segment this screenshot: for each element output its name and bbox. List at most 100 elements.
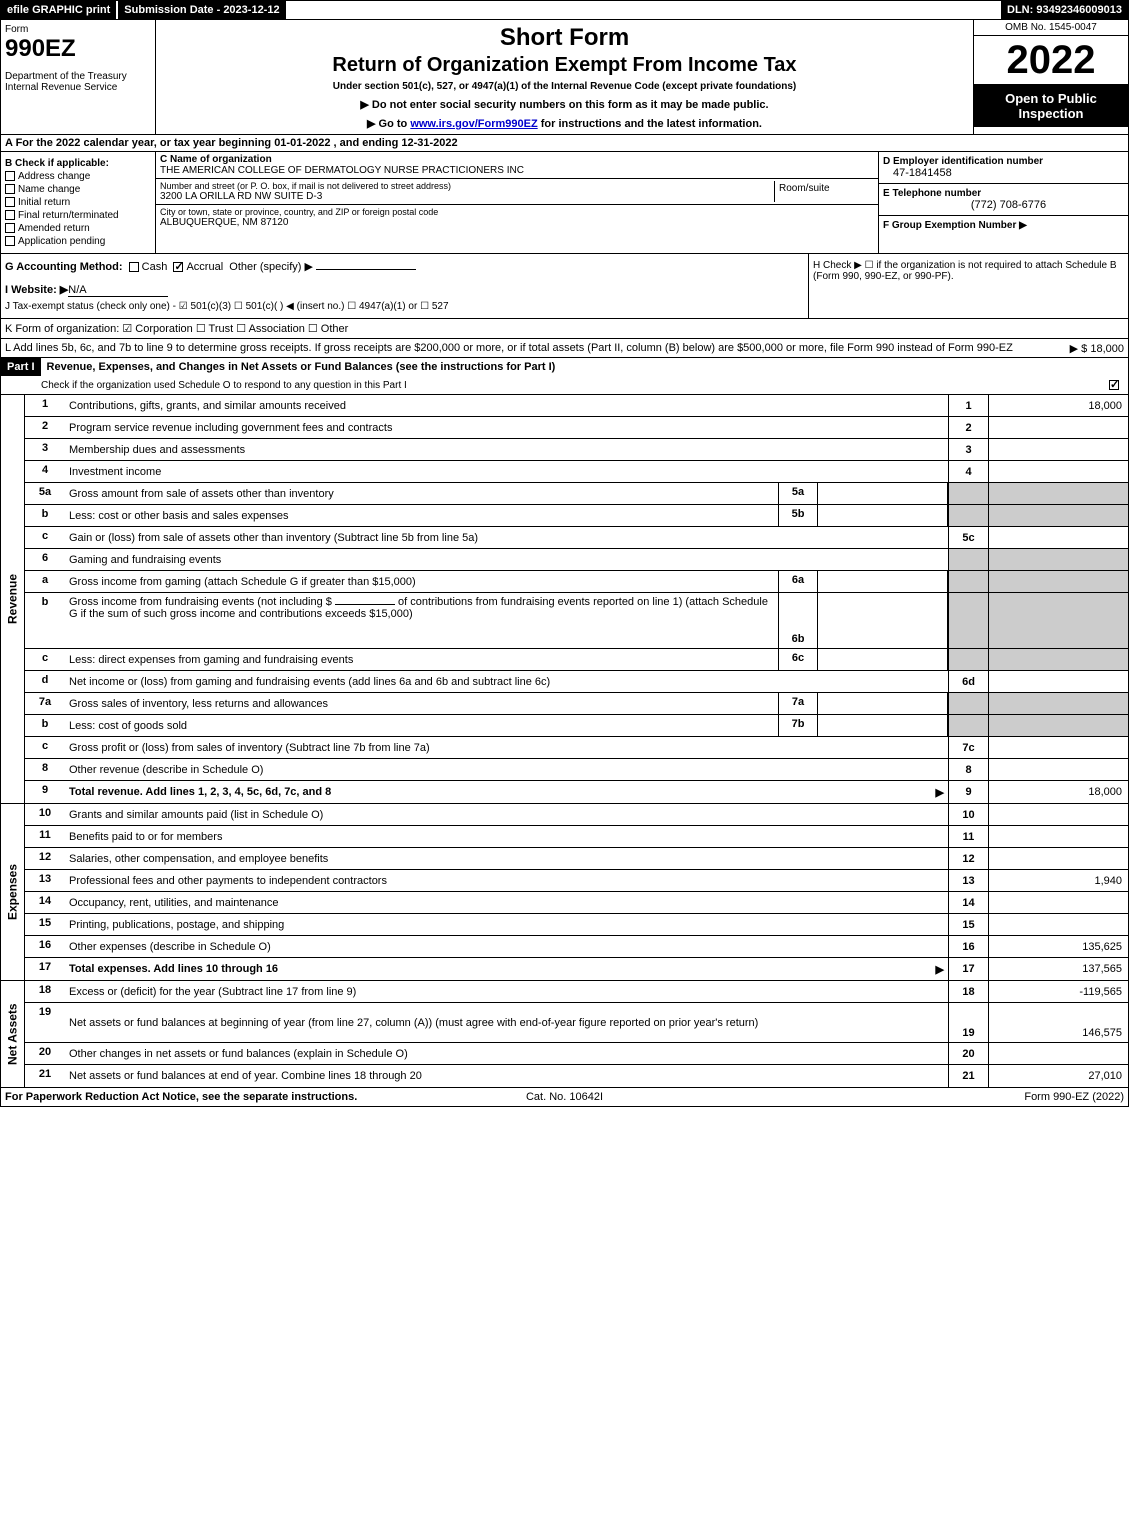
- line-5b: b Less: cost or other basis and sales ex…: [25, 505, 1128, 527]
- ln6c-desc: Less: direct expenses from gaming and fu…: [69, 654, 353, 666]
- line-1: 1 Contributions, gifts, grants, and simi…: [25, 395, 1128, 417]
- ln15-rnum: 15: [948, 914, 988, 935]
- j-line: J Tax-exempt status (check only one) - ☑…: [5, 301, 804, 312]
- l-amount: ▶ $ 18,000: [1070, 342, 1124, 355]
- ln16-num: 16: [25, 936, 65, 957]
- form-label: Form: [5, 24, 151, 35]
- ln9-desc: Total revenue. Add lines 1, 2, 3, 4, 5c,…: [69, 786, 331, 798]
- line-6a: a Gross income from gaming (attach Sched…: [25, 571, 1128, 593]
- i-label: I Website: ▶: [5, 284, 68, 296]
- check-final-return[interactable]: Final return/terminated: [5, 210, 151, 221]
- ln11-rnum: 11: [948, 826, 988, 847]
- expenses-table: Expenses 10 Grants and similar amounts p…: [0, 804, 1129, 981]
- check-applicable-col: B Check if applicable: Address change Na…: [1, 152, 156, 253]
- line-7b: b Less: cost of goods sold 7b: [25, 715, 1128, 737]
- header-center: Short Form Return of Organization Exempt…: [156, 20, 973, 134]
- ln6-rval-gray: [988, 549, 1128, 570]
- ln6c-num: c: [25, 649, 65, 670]
- line-15: 15 Printing, publications, postage, and …: [25, 914, 1128, 936]
- ln2-val: [988, 417, 1128, 438]
- warning-ssn: ▶ Do not enter social security numbers o…: [160, 98, 969, 111]
- ln5a-desc: Gross amount from sale of assets other t…: [69, 488, 334, 500]
- part1-schedule-o-checkbox[interactable]: [1109, 380, 1119, 390]
- submission-date-button[interactable]: Submission Date - 2023-12-12: [118, 1, 287, 19]
- line-8: 8 Other revenue (describe in Schedule O)…: [25, 759, 1128, 781]
- ln6-rnum-gray: [948, 549, 988, 570]
- ln6-num: 6: [25, 549, 65, 570]
- line-14: 14 Occupancy, rent, utilities, and maint…: [25, 892, 1128, 914]
- ln6d-num: d: [25, 671, 65, 692]
- ln1-rnum: 1: [948, 395, 988, 416]
- ln21-num: 21: [25, 1065, 65, 1087]
- ln20-rnum: 20: [948, 1043, 988, 1064]
- g-label: G Accounting Method:: [5, 261, 123, 273]
- g-accrual[interactable]: Accrual: [186, 261, 223, 273]
- check-amended-return[interactable]: Amended return: [5, 223, 151, 234]
- ln7b-rval-gray: [988, 715, 1128, 736]
- check-application-pending[interactable]: Application pending: [5, 236, 151, 247]
- ln4-num: 4: [25, 461, 65, 482]
- g-cash[interactable]: Cash: [142, 261, 168, 273]
- irs-link[interactable]: www.irs.gov/Form990EZ: [410, 118, 537, 130]
- line-6d: d Net income or (loss) from gaming and f…: [25, 671, 1128, 693]
- check-initial-return[interactable]: Initial return: [5, 197, 151, 208]
- efile-button[interactable]: efile GRAPHIC print: [1, 1, 118, 19]
- room-suite-label: Room/suite: [774, 181, 874, 202]
- part1-label: Part I: [1, 358, 41, 376]
- ln12-desc: Salaries, other compensation, and employ…: [69, 853, 328, 865]
- ln17-num: 17: [25, 958, 65, 980]
- form-subtitle: Return of Organization Exempt From Incom…: [160, 54, 969, 77]
- ln4-val: [988, 461, 1128, 482]
- check-b-header: B Check if applicable:: [5, 158, 151, 169]
- org-city: ALBUQUERQUE, NM 87120: [160, 217, 874, 228]
- ein-col: D Employer identification number 47-1841…: [878, 152, 1128, 253]
- dept-label: Department of the Treasury: [5, 71, 151, 82]
- l-gross-receipts: L Add lines 5b, 6c, and 7b to line 9 to …: [0, 339, 1129, 357]
- ln16-desc: Other expenses (describe in Schedule O): [69, 941, 271, 953]
- ln6d-val: [988, 671, 1128, 692]
- ln5a-num: 5a: [25, 483, 65, 504]
- form-header: Form 990EZ Department of the Treasury In…: [0, 20, 1129, 134]
- ln6c-rnum-gray: [948, 649, 988, 670]
- ln6b-rval-gray: [988, 593, 1128, 648]
- ln5b-rval-gray: [988, 505, 1128, 526]
- ln5c-num: c: [25, 527, 65, 548]
- ln11-desc: Benefits paid to or for members: [69, 831, 222, 843]
- ln19-desc: Net assets or fund balances at beginning…: [69, 1017, 758, 1029]
- ln19-rnum: 19: [948, 1003, 988, 1042]
- ln13-val: 1,940: [988, 870, 1128, 891]
- ln7a-rnum-gray: [948, 693, 988, 714]
- ln14-val: [988, 892, 1128, 913]
- ln11-val: [988, 826, 1128, 847]
- ln6a-mval: [818, 571, 948, 592]
- g-other[interactable]: Other (specify) ▶: [229, 261, 313, 273]
- footer-paperwork: For Paperwork Reduction Act Notice, see …: [5, 1091, 378, 1103]
- phone-value: (772) 708-6776: [883, 199, 1124, 211]
- ln5c-rnum: 5c: [948, 527, 988, 548]
- ln6c-mval: [818, 649, 948, 670]
- check-name-change[interactable]: Name change: [5, 184, 151, 195]
- ln18-desc: Excess or (deficit) for the year (Subtra…: [69, 986, 356, 998]
- ln9-rnum: 9: [948, 781, 988, 803]
- line-12: 12 Salaries, other compensation, and emp…: [25, 848, 1128, 870]
- ln6a-rnum-gray: [948, 571, 988, 592]
- ln5b-mnum: 5b: [778, 505, 818, 526]
- ln12-val: [988, 848, 1128, 869]
- gh-row: G Accounting Method: Cash Accrual Other …: [0, 254, 1129, 319]
- ln8-desc: Other revenue (describe in Schedule O): [69, 764, 263, 776]
- line-7a: 7a Gross sales of inventory, less return…: [25, 693, 1128, 715]
- check-address-change[interactable]: Address change: [5, 171, 151, 182]
- ln21-rnum: 21: [948, 1065, 988, 1087]
- header-left: Form 990EZ Department of the Treasury In…: [1, 20, 156, 134]
- ln7c-num: c: [25, 737, 65, 758]
- ln6b-desc1: Gross income from fundraising events (no…: [69, 596, 332, 608]
- org-info-block: B Check if applicable: Address change Na…: [0, 151, 1129, 254]
- org-name-label: C Name of organization: [160, 154, 874, 165]
- top-bar: efile GRAPHIC print Submission Date - 20…: [0, 0, 1129, 20]
- ln17-rnum: 17: [948, 958, 988, 980]
- ln7c-rnum: 7c: [948, 737, 988, 758]
- ln6b-mnum: 6b: [778, 593, 818, 648]
- ln5b-mval: [818, 505, 948, 526]
- ln4-desc: Investment income: [69, 466, 161, 478]
- ln17-val: 137,565: [988, 958, 1128, 980]
